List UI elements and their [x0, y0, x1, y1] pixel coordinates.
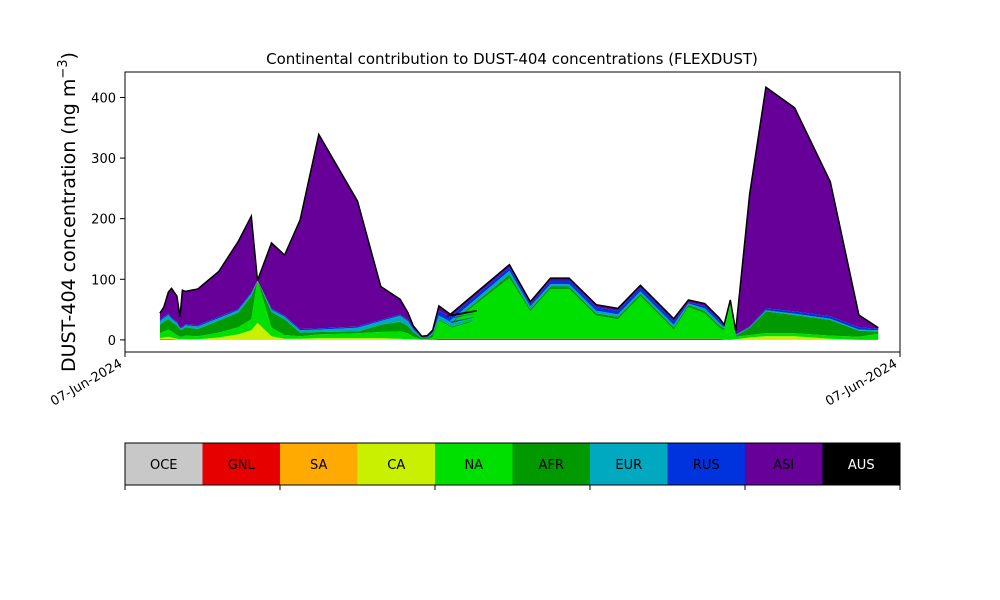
total-outline	[159, 85, 879, 337]
y-tick-label: 300	[91, 152, 116, 167]
y-axis-label-main: DUST-404 concentration (ng m	[58, 79, 80, 372]
legend-label-ca: CA	[387, 458, 405, 473]
x-tick-label-right: 07-Jun-2024	[823, 356, 900, 409]
legend-label-eur: EUR	[615, 458, 642, 473]
plot-frame	[124, 71, 901, 353]
y-tick-label: 0	[108, 334, 116, 349]
legend-label-na: NA	[464, 458, 483, 473]
legend-label-afr: AFR	[539, 458, 564, 473]
legend-swatch-gnl	[202, 443, 280, 485]
series-area-gnl	[159, 338, 879, 340]
y-axis-label-superscript: −3	[56, 59, 71, 78]
y-axis-ticks: 0 100 200 300 400	[91, 91, 125, 349]
legend-swatch-aus	[822, 443, 900, 485]
y-tick-label: 100	[91, 273, 116, 288]
series-layer	[159, 87, 879, 340]
y-tick-label: 200	[91, 213, 116, 228]
legend-swatch-afr	[512, 443, 590, 485]
y-tick-label: 400	[91, 91, 116, 106]
legend-label-asi: ASI	[773, 458, 794, 473]
legend-label-sa: SA	[310, 458, 327, 473]
legend-swatch-sa	[280, 443, 358, 485]
legend-frame	[124, 442, 901, 486]
series-area-ca	[159, 322, 879, 340]
legend-label-aus: AUS	[848, 458, 875, 473]
series-area-asi	[159, 87, 879, 337]
series-area-na	[159, 278, 879, 340]
y-axis-label-close: )	[58, 52, 80, 59]
legend-swatch-na	[435, 443, 513, 485]
y-axis-label: DUST-404 concentration (ng m−3)	[56, 52, 80, 372]
legend-swatch-rus	[667, 443, 745, 485]
chart-title: Continental contribution to DUST-404 con…	[266, 50, 758, 68]
legend-swatch-asi	[745, 443, 823, 485]
legend-label-gnl: GNL	[228, 458, 256, 473]
legend-label-rus: RUS	[693, 458, 720, 473]
legend-colorbar: OCE GNL SA CA NA AFR EUR RUS ASI AUS	[124, 442, 901, 490]
series-area-afr	[159, 274, 879, 340]
legend-label-oce: OCE	[150, 458, 178, 473]
legend-swatch-oce	[125, 443, 203, 485]
legend-swatch-eur	[590, 443, 668, 485]
legend-swatch-ca	[357, 443, 435, 485]
